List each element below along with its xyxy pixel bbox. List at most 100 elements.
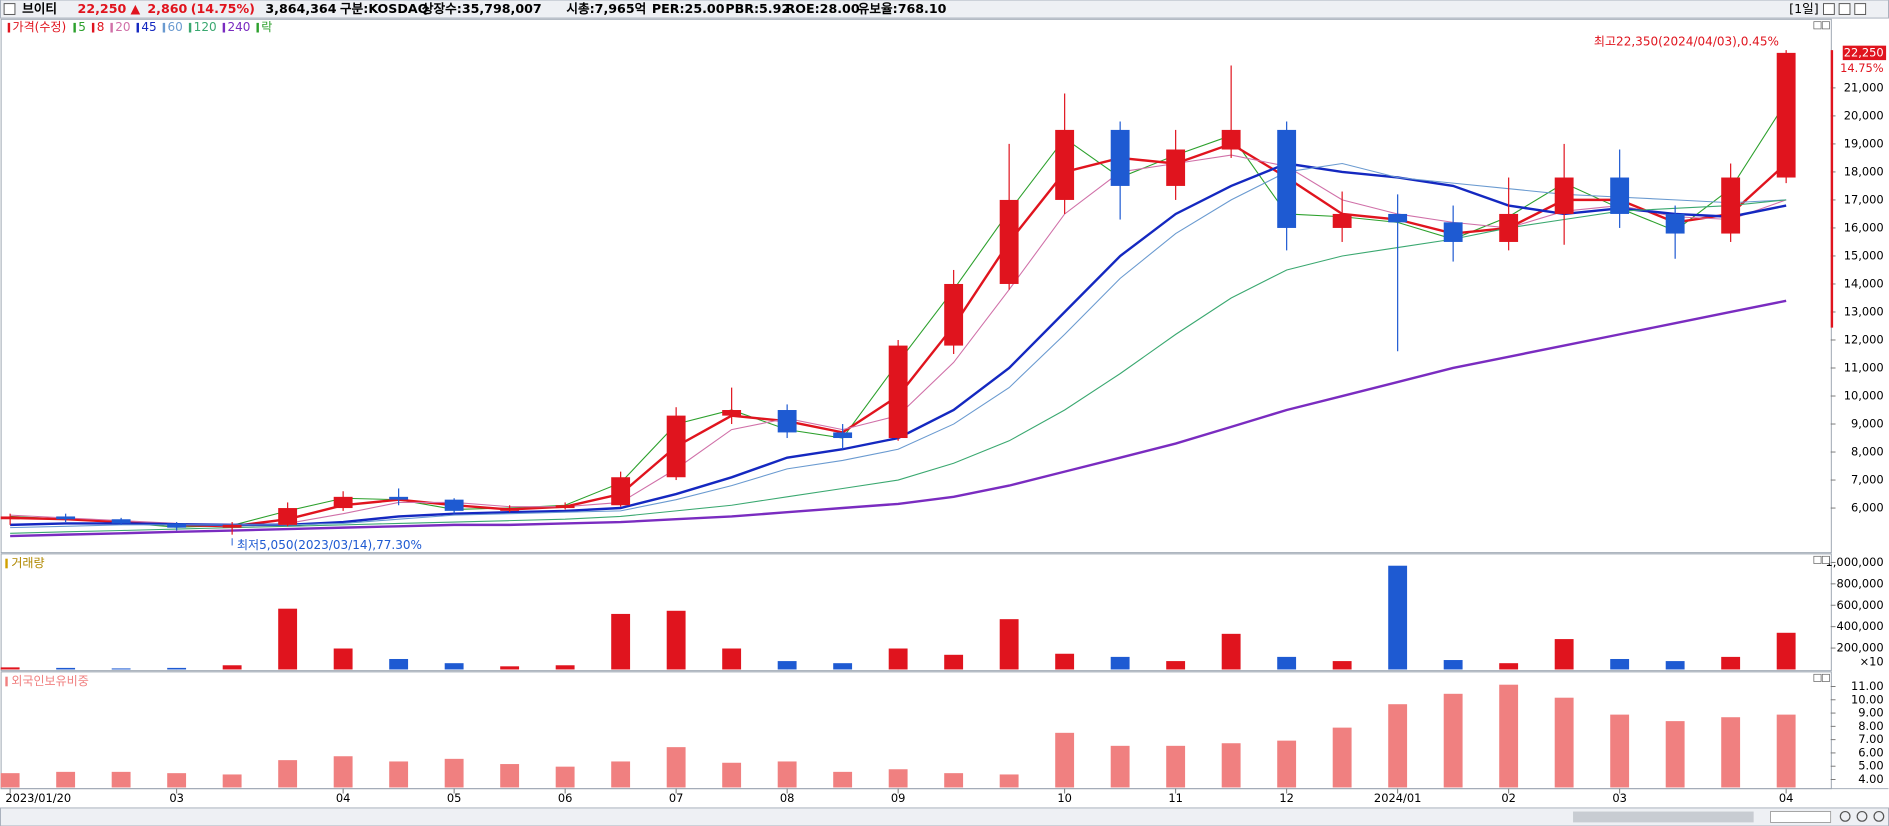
bar — [1499, 684, 1519, 788]
y-tick-label: 9,000 — [1851, 417, 1884, 431]
bar — [1665, 661, 1685, 670]
candle-body — [278, 508, 298, 525]
bar — [1110, 745, 1130, 788]
x-tick-label: 06 — [558, 791, 573, 805]
bar — [833, 663, 853, 670]
y-tick-label: 10,000 — [1844, 389, 1884, 403]
bar — [333, 648, 353, 670]
bar — [666, 610, 686, 670]
legend-label: 240 — [227, 20, 250, 34]
y-tick-label: 21,000 — [1844, 80, 1884, 94]
panel-button[interactable] — [1821, 673, 1830, 682]
moving-average-line — [10, 299, 1787, 538]
bar — [1166, 661, 1186, 670]
candle-body — [333, 496, 353, 509]
bar — [167, 773, 187, 788]
bar — [56, 667, 76, 670]
y-tick-label: 8,000 — [1851, 445, 1884, 459]
minimize-button[interactable] — [1822, 3, 1835, 15]
bar — [1277, 740, 1297, 788]
candle-body — [944, 283, 964, 346]
last-price-tag — [1842, 45, 1887, 61]
bar — [1110, 656, 1130, 670]
moving-average-line — [10, 162, 1787, 529]
panel-button[interactable] — [1813, 21, 1822, 30]
bar — [722, 648, 742, 670]
y-tick-label: 1,000,000 — [1826, 555, 1884, 569]
zoom-reset[interactable] — [1856, 810, 1868, 822]
y-tick-label: 19,000 — [1844, 136, 1884, 150]
bar — [1610, 714, 1630, 788]
roe: ROE:28.00 — [786, 1, 860, 16]
bar — [1554, 697, 1574, 788]
panel-button[interactable] — [1821, 555, 1830, 564]
bar — [1610, 658, 1630, 670]
candle-body — [1665, 213, 1685, 234]
candle-body — [1499, 213, 1519, 242]
bar — [1721, 656, 1741, 670]
candle-body — [666, 415, 686, 478]
change-arrow: ▲ — [131, 1, 141, 16]
period[interactable]: [1일] — [1789, 1, 1819, 16]
y-tick-label: 10.00 — [1851, 692, 1884, 706]
bar — [1443, 693, 1463, 788]
change-rate: (14.75%) — [191, 1, 255, 16]
market: 구분:KOSDAQ — [340, 1, 429, 16]
price: 22,250 — [78, 1, 127, 16]
candle-body — [1776, 52, 1796, 178]
y-tick-label: 5.00 — [1858, 759, 1883, 773]
legend-swatch — [73, 22, 76, 33]
bar — [333, 756, 353, 788]
y-tick-label: 14,000 — [1844, 276, 1884, 290]
change: 2,860 — [147, 1, 187, 16]
bar — [611, 613, 631, 670]
zoom-slider[interactable] — [1770, 811, 1832, 823]
bar — [888, 648, 908, 670]
bar — [278, 760, 298, 788]
panel-marker — [5, 676, 8, 687]
bar — [611, 761, 631, 788]
bar — [999, 619, 1019, 670]
shares: 상장수:35,798,007 — [422, 1, 542, 16]
zoom-in[interactable] — [1873, 810, 1885, 822]
bar — [0, 773, 20, 788]
y-tick-label: 6,000 — [1851, 501, 1884, 515]
candle-body — [1443, 222, 1463, 242]
y-tick-label: 9.00 — [1858, 706, 1883, 720]
panel-button[interactable] — [1813, 673, 1822, 682]
panel-button[interactable] — [1821, 21, 1830, 30]
legend-label: 8 — [97, 20, 105, 34]
y-tick-label: 200,000 — [1836, 641, 1883, 655]
candle-body — [389, 496, 409, 500]
bar — [444, 663, 464, 670]
zoom-out[interactable] — [1839, 810, 1851, 822]
y-tick-label: 4.00 — [1858, 772, 1883, 786]
bar — [0, 667, 20, 670]
candle-body — [888, 345, 908, 439]
x-tick-label: 11 — [1168, 791, 1183, 805]
last-change-label: 14.75% — [1840, 61, 1884, 75]
bar — [167, 667, 187, 670]
volume: 3,864,364 — [265, 1, 336, 16]
x-tick-label: 08 — [780, 791, 795, 805]
per: PER:25.00 — [652, 1, 725, 16]
x-tick-label: 02 — [1501, 791, 1516, 805]
bar — [1554, 639, 1574, 670]
legend-label: 락 — [261, 20, 272, 34]
panel-button[interactable] — [1813, 555, 1822, 564]
bar — [56, 771, 76, 788]
bar — [111, 668, 131, 670]
market-cap: 시총:7,965억 — [566, 1, 646, 16]
candle-body — [1055, 129, 1075, 200]
y-tick-label: 11.00 — [1851, 679, 1884, 693]
bar — [1055, 732, 1075, 788]
maximize-button[interactable] — [1838, 3, 1851, 15]
close-button[interactable] — [1854, 3, 1867, 15]
scroll-thumb[interactable] — [1573, 811, 1754, 823]
legend-swatch — [162, 22, 166, 33]
candle-body — [111, 519, 131, 524]
header-icon[interactable] — [3, 3, 16, 15]
legend-swatch — [136, 22, 139, 33]
candle-body — [1166, 149, 1186, 186]
